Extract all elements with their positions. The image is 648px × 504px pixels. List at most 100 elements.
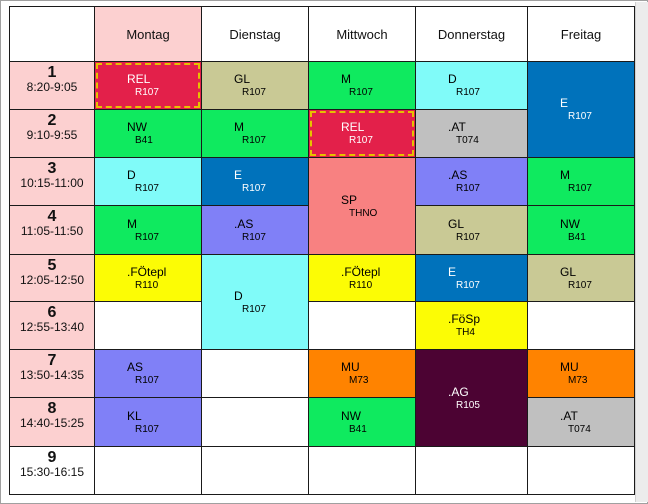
lesson-mu-mittwoch-7[interactable]: MU M73 (308, 349, 416, 398)
lesson-nw-montag-2[interactable]: NW B41 (94, 109, 202, 158)
empty-slot[interactable] (527, 446, 635, 495)
lesson-subject: .FÖtepl (127, 265, 167, 279)
period-number: 8 (47, 400, 57, 417)
lesson-subject: M (234, 120, 244, 134)
empty-slot[interactable] (308, 301, 416, 350)
lesson-subject: AS (127, 360, 144, 374)
empty-slot[interactable] (94, 301, 202, 350)
day-header-donnerstag: Donnerstag (415, 6, 528, 62)
period-header-6: 6 12:55-13:40 (9, 301, 95, 350)
period-time: 11:05-11:50 (20, 224, 84, 238)
period-number: 2 (47, 112, 57, 129)
period-time: 12:05-12:50 (19, 273, 85, 287)
lesson-subject: D (127, 168, 136, 182)
lesson-room: R107 (242, 232, 266, 243)
lesson-subject: NW (341, 409, 361, 423)
lesson-subject: .AS (234, 217, 254, 231)
lesson-rel-montag-1[interactable]: REL R107 (94, 61, 202, 110)
lesson-subject: .AT (448, 120, 466, 134)
period-header-1: 1 8:20-9:05 (9, 61, 95, 110)
day-header-montag: Montag (94, 6, 202, 62)
vertical-scrollbar[interactable] (635, 2, 648, 502)
lesson-at-donnerstag-2[interactable]: .AT T074 (415, 109, 528, 158)
lesson-room: R107 (349, 135, 373, 146)
period-time: 12:55-13:40 (19, 320, 85, 334)
lesson-d-montag-3[interactable]: D R107 (94, 157, 202, 206)
period-number: 6 (47, 304, 57, 321)
lesson-nw-freitag-4[interactable]: NW B41 (527, 205, 635, 255)
empty-slot[interactable] (415, 446, 528, 495)
empty-slot[interactable] (201, 349, 309, 398)
lesson-gl-freitag-5[interactable]: GL R107 (527, 254, 635, 302)
lesson-room: R107 (568, 280, 592, 291)
period-time: 14:40-15:25 (19, 416, 85, 430)
lesson-f-sp-donnerstag-6[interactable]: .FöSp TH4 (415, 301, 528, 350)
lesson-m-montag-4[interactable]: M R107 (94, 205, 202, 255)
empty-slot[interactable] (308, 446, 416, 495)
lesson-m-dienstag-2[interactable]: M R107 (201, 109, 309, 158)
timetable-grid: Montag Dienstag Mittwoch Donnerstag Freitag 1… (9, 6, 635, 495)
day-label: Montag (126, 26, 170, 42)
lesson-nw-mittwoch-8[interactable]: NW B41 (308, 397, 416, 447)
period-header-8: 8 14:40-15:25 (9, 397, 95, 447)
lesson-subject: .AG (448, 385, 469, 399)
empty-slot[interactable] (94, 446, 202, 495)
lesson-subject: NW (127, 120, 147, 134)
period-header-7: 7 13:50-14:35 (9, 349, 95, 398)
lesson-e-freitag-1[interactable]: E R107 (527, 61, 635, 158)
lesson-gl-donnerstag-4[interactable]: GL R107 (415, 205, 528, 255)
empty-slot[interactable] (527, 301, 635, 350)
lesson-room: R107 (135, 375, 159, 386)
lesson-room: R107 (135, 183, 159, 194)
lesson-subject: NW (560, 217, 580, 231)
lesson-d-dienstag-5[interactable]: D R107 (201, 254, 309, 350)
lesson-subject: M (127, 217, 137, 231)
lesson-room: R110 (135, 280, 159, 291)
lesson-subject: M (341, 72, 351, 86)
period-number: 1 (47, 64, 57, 81)
lesson-at-freitag-8[interactable]: .AT T074 (527, 397, 635, 447)
lesson-room: B41 (135, 135, 153, 146)
lesson-gl-dienstag-1[interactable]: GL R107 (201, 61, 309, 110)
lesson-room: B41 (349, 424, 367, 435)
day-label: Freitag (560, 26, 602, 42)
day-header-dienstag: Dienstag (201, 6, 309, 62)
lesson-room: R107 (135, 87, 159, 98)
lesson-subject: GL (560, 265, 577, 279)
lesson-subject: .AS (448, 168, 468, 182)
lesson-room: TH4 (456, 327, 475, 338)
lesson-room: R110 (349, 280, 373, 291)
lesson-sp-mittwoch-3[interactable]: SP THNO (308, 157, 416, 255)
lesson-room: T074 (568, 424, 591, 435)
lesson-kl-montag-8[interactable]: KL R107 (94, 397, 202, 447)
lesson-room: T074 (456, 135, 479, 146)
lesson-subject: D (234, 289, 243, 303)
lesson-room: R107 (242, 87, 266, 98)
lesson-subject: REL (127, 72, 151, 86)
lesson-room: M73 (568, 375, 588, 386)
period-time: 15:30-16:15 (19, 465, 85, 479)
lesson-as-montag-7[interactable]: AS R107 (94, 349, 202, 398)
lesson-as-dienstag-4[interactable]: .AS R107 (201, 205, 309, 255)
day-label: Dienstag (229, 26, 281, 42)
empty-slot[interactable] (201, 397, 309, 447)
lesson-subject: E (448, 265, 457, 279)
lesson-e-dienstag-3[interactable]: E R107 (201, 157, 309, 206)
lesson-d-donnerstag-1[interactable]: D R107 (415, 61, 528, 110)
lesson-m-freitag-3[interactable]: M R107 (527, 157, 635, 206)
period-time: 8:20-9:05 (26, 80, 78, 94)
lesson-m-mittwoch-1[interactable]: M R107 (308, 61, 416, 110)
lesson-subject: GL (448, 217, 465, 231)
lesson-e-donnerstag-5[interactable]: E R107 (415, 254, 528, 302)
period-number: 7 (47, 352, 57, 369)
lesson-as-donnerstag-3[interactable]: .AS R107 (415, 157, 528, 206)
lesson-subject: E (234, 168, 243, 182)
lesson-f-tepl-mittwoch-5[interactable]: .FÖtepl R110 (308, 254, 416, 302)
lesson-rel-mittwoch-2[interactable]: REL R107 (308, 109, 416, 158)
lesson-mu-freitag-7[interactable]: MU M73 (527, 349, 635, 398)
day-header-mittwoch: Mittwoch (308, 6, 416, 62)
empty-slot[interactable] (201, 446, 309, 495)
lesson-ag-donnerstag-7[interactable]: .AG R105 (415, 349, 528, 447)
lesson-f-tepl-montag-5[interactable]: .FÖtepl R110 (94, 254, 202, 302)
period-number: 3 (47, 160, 57, 177)
